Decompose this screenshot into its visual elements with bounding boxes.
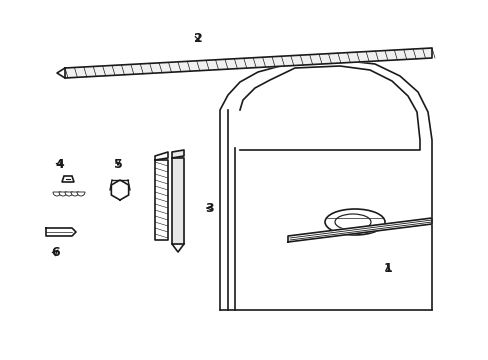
Text: 6: 6 bbox=[52, 246, 60, 258]
Text: 3: 3 bbox=[205, 202, 214, 215]
Wedge shape bbox=[65, 192, 73, 196]
Polygon shape bbox=[155, 152, 168, 160]
Polygon shape bbox=[287, 218, 431, 242]
Wedge shape bbox=[77, 192, 85, 196]
Polygon shape bbox=[46, 228, 76, 236]
Polygon shape bbox=[172, 150, 183, 158]
Polygon shape bbox=[155, 160, 168, 240]
Text: 4: 4 bbox=[56, 158, 64, 171]
Wedge shape bbox=[53, 192, 61, 196]
Wedge shape bbox=[59, 192, 67, 196]
Polygon shape bbox=[172, 158, 183, 244]
Polygon shape bbox=[111, 180, 128, 200]
Text: 5: 5 bbox=[113, 158, 122, 171]
Wedge shape bbox=[71, 192, 79, 196]
Polygon shape bbox=[65, 48, 431, 78]
Polygon shape bbox=[62, 176, 74, 182]
Text: 2: 2 bbox=[193, 32, 202, 45]
Text: 1: 1 bbox=[383, 261, 391, 274]
